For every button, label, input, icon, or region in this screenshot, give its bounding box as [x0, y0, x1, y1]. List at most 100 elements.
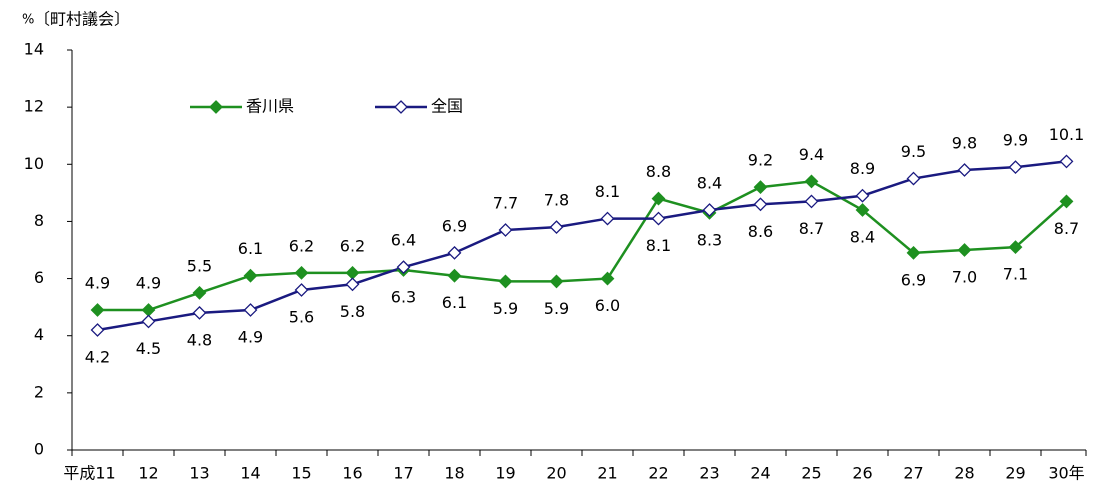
data-label: 6.2	[289, 236, 314, 255]
legend-label: 香川県	[246, 97, 294, 116]
data-point	[243, 268, 258, 283]
data-point	[90, 303, 105, 317]
y-tick-label: 14	[24, 40, 44, 59]
data-label: 8.4	[850, 228, 875, 247]
data-point	[957, 163, 972, 177]
data-point	[855, 203, 870, 217]
data-label: 7.7	[493, 194, 518, 213]
data-label: 7.1	[1003, 265, 1028, 284]
data-point	[243, 303, 258, 317]
x-tick-label: 29	[1005, 464, 1025, 483]
x-tick-label: 17	[393, 464, 413, 483]
data-point	[294, 283, 309, 297]
data-point	[294, 265, 309, 280]
data-label: 8.4	[697, 174, 722, 193]
x-tick-label: 18	[444, 464, 464, 483]
x-tick-label: 23	[699, 464, 719, 483]
y-tick-label: 2	[34, 382, 44, 401]
data-label: 6.3	[391, 288, 416, 307]
y-axis-label: %	[22, 13, 34, 28]
data-point	[804, 194, 819, 209]
data-point	[1008, 240, 1023, 255]
data-point	[498, 223, 513, 237]
data-point	[345, 265, 360, 280]
data-label: 4.9	[85, 274, 110, 293]
data-point	[804, 174, 819, 189]
legend-label: 全国	[431, 97, 463, 116]
data-label: 4.8	[187, 330, 212, 349]
data-point	[906, 171, 921, 186]
series-line	[97, 180, 1068, 312]
data-point	[957, 243, 972, 257]
data-point	[906, 245, 921, 260]
data-point	[192, 305, 207, 320]
data-label: 5.9	[544, 299, 569, 318]
data-label: 9.5	[901, 142, 926, 161]
data-point	[396, 260, 411, 275]
data-label: 8.8	[646, 162, 671, 181]
y-tick-label: 12	[24, 97, 44, 116]
x-tick-label: 25	[801, 464, 821, 483]
legend-marker	[209, 100, 223, 114]
data-label: 9.9	[1003, 131, 1028, 150]
data-point	[549, 220, 564, 235]
y-tick-label: 4	[34, 325, 44, 344]
data-point	[141, 303, 156, 317]
y-tick-label: 6	[34, 268, 44, 287]
data-label: 8.3	[697, 230, 722, 249]
x-tick-label: 27	[903, 464, 923, 483]
data-label: 8.1	[646, 236, 671, 255]
data-label: 8.7	[1054, 219, 1079, 238]
data-point	[600, 271, 615, 286]
data-label: 8.6	[748, 222, 773, 241]
x-tick-label: 20	[546, 464, 566, 483]
data-label: 4.5	[136, 339, 161, 358]
data-label: 6.9	[442, 216, 467, 235]
x-tick-label: 平成11	[63, 464, 115, 483]
x-tick-label: 14	[240, 464, 260, 483]
data-label: 4.2	[85, 348, 110, 367]
data-label: 5.9	[493, 299, 518, 318]
data-point	[447, 268, 462, 283]
x-tick-label: 28	[954, 464, 974, 483]
data-point	[192, 285, 207, 300]
data-label: 5.6	[289, 308, 314, 327]
data-label: 4.9	[136, 274, 161, 293]
data-point	[1008, 160, 1023, 175]
y-tick-label: 8	[34, 211, 44, 230]
y-tick-label: 10	[24, 154, 44, 173]
x-tick-label: 21	[597, 464, 617, 483]
data-label: 5.8	[340, 302, 365, 321]
data-point	[753, 180, 768, 195]
data-point	[753, 197, 768, 212]
data-point	[498, 274, 513, 289]
data-label: 9.2	[748, 151, 773, 170]
data-label: 7.0	[952, 268, 977, 287]
x-tick-label: 30年	[1048, 464, 1084, 483]
x-tick-label: 12	[138, 464, 158, 483]
data-point	[447, 245, 462, 260]
data-point	[90, 323, 105, 337]
data-label: 7.8	[544, 191, 569, 210]
chart-title: 〔町村議会〕	[34, 10, 130, 29]
data-label: 6.1	[442, 293, 467, 312]
data-label: 8.9	[850, 159, 875, 178]
x-tick-label: 24	[750, 464, 770, 483]
data-point	[600, 211, 615, 226]
data-label: 6.0	[595, 296, 620, 315]
data-point	[1059, 194, 1074, 209]
data-label: 10.1	[1049, 125, 1085, 144]
data-label: 6.2	[340, 236, 365, 255]
x-tick-label: 15	[291, 464, 311, 483]
data-label: 6.4	[391, 231, 416, 250]
data-label: 8.7	[799, 219, 824, 238]
legend-marker	[394, 100, 408, 114]
x-tick-label: 19	[495, 464, 515, 483]
data-label: 9.8	[952, 134, 977, 153]
data-point	[702, 203, 717, 217]
data-label: 4.9	[238, 328, 263, 347]
data-point	[1059, 154, 1074, 169]
data-point	[549, 274, 564, 289]
x-tick-label: 13	[189, 464, 209, 483]
